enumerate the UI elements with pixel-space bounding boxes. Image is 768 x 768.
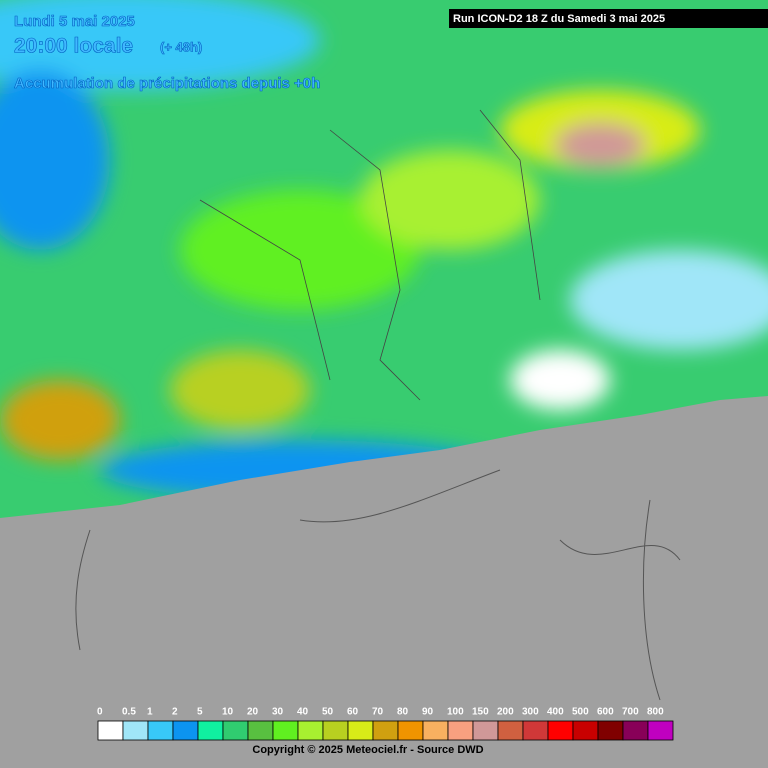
legend-swatch: [347, 720, 374, 741]
legend-label: 400: [547, 707, 564, 718]
legend-label: 70: [372, 707, 384, 718]
run-info: Run ICON-D2 18 Z du Samedi 3 mai 2025: [453, 13, 665, 25]
time: 20:00 locale: [14, 35, 133, 58]
precip-patches: [0, 0, 768, 500]
legend-label: 40: [297, 707, 309, 718]
patch: [570, 250, 768, 350]
legend-swatch: [647, 720, 674, 741]
legend-label: 90: [422, 707, 434, 718]
patch: [555, 123, 645, 167]
legend-label: 800: [647, 707, 664, 718]
legend-swatch: [97, 720, 124, 741]
date: Lundi 5 mai 2025: [14, 13, 135, 30]
patch: [0, 0, 320, 90]
legend-label: 60: [347, 707, 359, 718]
legend-label: 0: [97, 707, 103, 718]
legend-label: 0.5: [122, 707, 136, 718]
legend-swatch: [622, 720, 649, 741]
legend-label: 1: [147, 707, 153, 718]
legend-swatch: [547, 720, 574, 741]
legend-label: 200: [497, 707, 514, 718]
legend-swatch: [447, 720, 474, 741]
legend-label: 150: [472, 707, 489, 718]
legend-swatch: [197, 720, 224, 741]
legend-label: 10: [222, 707, 234, 718]
legend-swatch: [147, 720, 174, 741]
parameter: Accumulation de précipitations depuis +0…: [14, 75, 320, 92]
legend-swatch: [272, 720, 299, 741]
patch: [0, 380, 120, 460]
patch: [180, 190, 420, 310]
coastline: [75, 469, 681, 701]
legend-swatch: [572, 720, 599, 741]
legend-swatch: [522, 720, 549, 741]
legend-label: 5: [197, 707, 203, 718]
legend-swatch: [597, 720, 624, 741]
patch: [360, 150, 540, 250]
patch: [510, 350, 610, 410]
legend-label: 600: [597, 707, 614, 718]
legend-swatch: [422, 720, 449, 741]
legend-swatch: [297, 720, 324, 741]
legend-label: 20: [247, 707, 259, 718]
legend-swatch: [322, 720, 349, 741]
legend-swatch: [122, 720, 149, 741]
legend-swatch: [247, 720, 274, 741]
legend-swatch: [397, 720, 424, 741]
no-data-area: [0, 396, 768, 768]
legend-label: 500: [572, 707, 589, 718]
legend-label: 30: [272, 707, 284, 718]
legend-label: 700: [622, 707, 639, 718]
legend-swatch: [497, 720, 524, 741]
legend-swatch: [172, 720, 199, 741]
borders: [199, 109, 541, 401]
legend-label: 2: [172, 707, 178, 718]
patch: [0, 70, 110, 250]
run-box: [449, 9, 768, 28]
patch: [170, 350, 310, 430]
legend-swatch: [472, 720, 499, 741]
legend-label: 80: [397, 707, 409, 718]
legend-swatch: [222, 720, 249, 741]
legend-swatch: [372, 720, 399, 741]
legend-label: 300: [522, 707, 539, 718]
legend-label: 50: [322, 707, 334, 718]
legend-label: 100: [447, 707, 464, 718]
lead-time: (+ 48h): [160, 39, 202, 54]
copyright: Copyright © 2025 Meteociel.fr - Source D…: [252, 744, 483, 756]
legend: 0 0.5 1 2 5 10 20 30 40 50 60 70 80 90 100 150 200 300 400…: [97, 707, 674, 741]
